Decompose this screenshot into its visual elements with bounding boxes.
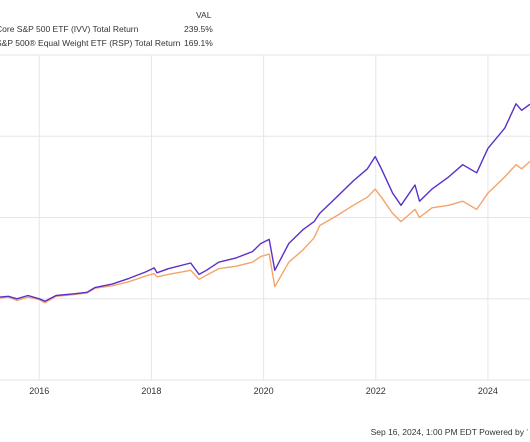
footer-text: Sep 16, 2024, 1:00 PM EDT Powered by: [370, 427, 524, 437]
legend-header: VAL: [196, 10, 212, 20]
x-tick-label: 2024: [478, 386, 498, 396]
brand-mark-icon: ': [526, 427, 528, 437]
x-tick-label: 2016: [29, 386, 49, 396]
legend-label-ivv: Core S&P 500 ETF (IVV) Total Return: [0, 24, 139, 34]
chart-footer: Sep 16, 2024, 1:00 PM EDT Powered by ': [371, 427, 528, 437]
series-line-rsp: [0, 160, 530, 304]
legend-value-rsp: 169.1%: [184, 38, 213, 48]
chart-series: [0, 103, 530, 304]
chart-grid: [0, 54, 530, 381]
legend-value-ivv: 239.5%: [184, 24, 213, 34]
x-tick-label: 2020: [254, 386, 274, 396]
x-tick-label: 2022: [366, 386, 386, 396]
series-line-ivv: [0, 103, 530, 302]
x-axis-ticks: 2016 2018 2020 2022 2024: [29, 386, 498, 396]
x-tick-label: 2018: [141, 386, 161, 396]
legend-label-rsp: S&P 500® Equal Weight ETF (RSP) Total Re…: [0, 38, 181, 48]
